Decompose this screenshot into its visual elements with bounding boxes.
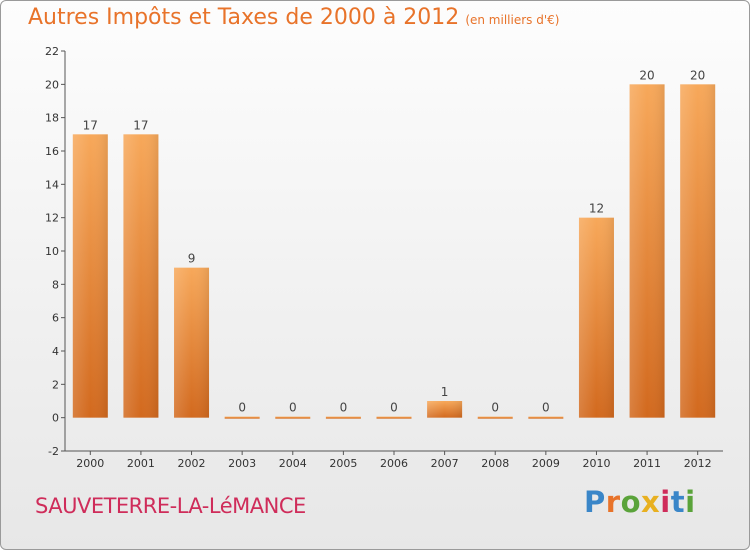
- y-tick-label: 20: [45, 78, 59, 91]
- y-tick-label: 10: [45, 245, 59, 258]
- bar-highlight: [427, 401, 463, 418]
- bar-highlight: [629, 84, 665, 418]
- x-tick-label: 2012: [684, 457, 712, 470]
- x-tick-label: 2008: [481, 457, 509, 470]
- bar-value-label: 9: [188, 252, 196, 266]
- y-tick-label: 22: [45, 45, 59, 58]
- y-tick-label: 0: [52, 412, 59, 425]
- bar-value-label: 0: [238, 401, 246, 415]
- logo-letter: i: [660, 485, 671, 519]
- bar-value-label: 20: [690, 68, 705, 82]
- bar-value-label: 1: [441, 385, 449, 399]
- y-tick-label: -2: [48, 445, 59, 458]
- y-tick-label: 8: [52, 278, 59, 291]
- y-tick-label: 12: [45, 212, 59, 225]
- chart-subtitle: (en milliers d'€): [465, 13, 560, 27]
- bar: [477, 416, 513, 419]
- bar-highlight: [123, 134, 159, 418]
- x-tick-label: 2003: [228, 457, 256, 470]
- commune-name: SAUVETERRE-LA-LéMANCE: [35, 494, 306, 518]
- y-tick-label: 6: [52, 312, 59, 325]
- x-tick-label: 2009: [532, 457, 560, 470]
- chart-title-text: Autres Impôts et Taxes de 2000 à 2012: [28, 5, 460, 30]
- y-tick-label: 14: [45, 178, 59, 191]
- bar-value-label: 20: [639, 68, 654, 82]
- x-tick-label: 2000: [76, 457, 104, 470]
- x-tick-label: 2010: [582, 457, 610, 470]
- bar: [325, 416, 361, 419]
- bar-highlight: [578, 217, 614, 418]
- bar-value-label: 0: [390, 401, 398, 415]
- y-tick-label: 2: [52, 378, 59, 391]
- logo-letter: x: [641, 485, 661, 519]
- bar: [376, 416, 412, 419]
- x-tick-label: 2011: [633, 457, 661, 470]
- bar: [224, 416, 260, 419]
- x-tick-label: 2002: [178, 457, 206, 470]
- bar-highlight: [72, 134, 108, 418]
- logo-letter: P: [584, 485, 606, 519]
- bar-value-label: 0: [542, 401, 550, 415]
- bar-highlight: [680, 84, 716, 418]
- x-tick-label: 2007: [431, 457, 459, 470]
- bar-value-label: 17: [83, 118, 98, 132]
- bar-highlight: [174, 267, 210, 418]
- chart-title: Autres Impôts et Taxes de 2000 à 2012 (en…: [28, 5, 559, 30]
- bar-value-label: 0: [289, 401, 297, 415]
- x-tick-label: 2001: [127, 457, 155, 470]
- y-tick-label: 16: [45, 145, 59, 158]
- y-tick-label: 18: [45, 112, 59, 125]
- plot-area: -202468101214161820221720001720019200202…: [45, 45, 723, 470]
- x-tick-label: 2004: [279, 457, 307, 470]
- logo-letter: r: [605, 485, 621, 519]
- proxiti-logo: Proxiti: [584, 485, 696, 519]
- x-tick-label: 2005: [329, 457, 357, 470]
- x-tick-label: 2006: [380, 457, 408, 470]
- logo-letter: t: [670, 485, 686, 519]
- y-tick-label: 4: [52, 345, 59, 358]
- bar-value-label: 17: [133, 118, 148, 132]
- logo-letter: o: [620, 485, 642, 519]
- logo-letter: i: [685, 485, 696, 519]
- bar: [528, 416, 564, 419]
- bar-value-label: 0: [340, 401, 348, 415]
- bar: [275, 416, 311, 419]
- bar-value-label: 12: [589, 202, 604, 216]
- bar-value-label: 0: [491, 401, 499, 415]
